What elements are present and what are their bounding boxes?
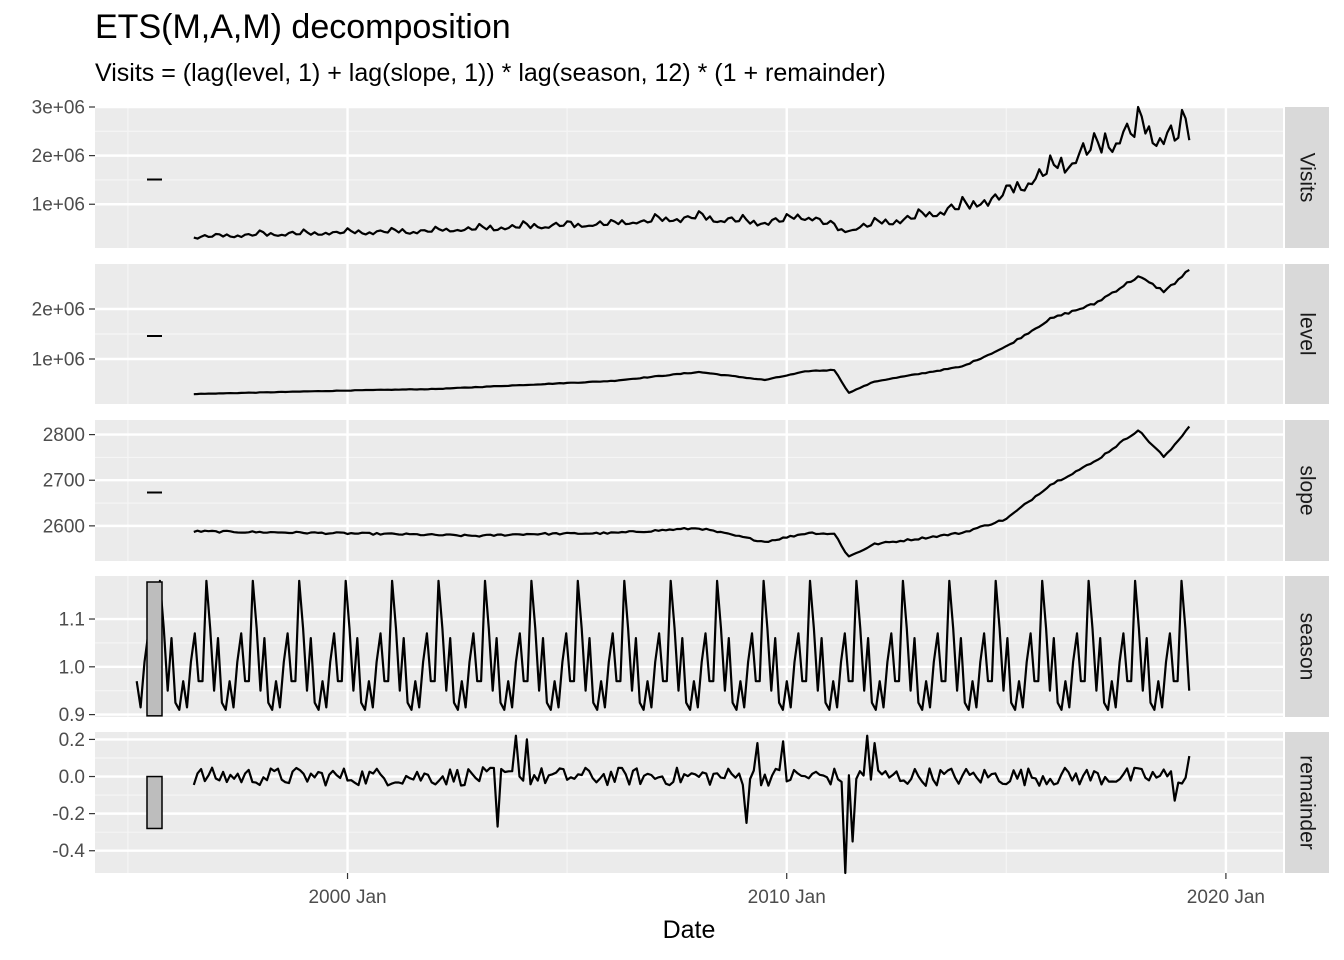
y-tick-label: 2800 <box>43 425 85 446</box>
series-line-Visits <box>193 105 1191 240</box>
strip-label-level: level <box>1296 312 1319 355</box>
y-tick-label: 2e+06 <box>32 300 85 321</box>
facet-remainder: -0.4 -0.2 0.0 0.2 remainder <box>52 730 1329 875</box>
x-axis: 2000 Jan 2010 Jan 2020 Jan <box>308 873 1265 908</box>
y-tick-label: -0.4 <box>52 841 85 862</box>
y-tick-label: 0.9 <box>59 705 85 726</box>
x-tick-label: 2020 Jan <box>1187 887 1265 908</box>
strip-label-slope: slope <box>1296 465 1319 515</box>
y-tick-label: 0.0 <box>59 767 85 788</box>
y-tick-label: 1.0 <box>59 657 85 678</box>
series-line-slope <box>193 425 1191 558</box>
panel-background <box>95 107 1283 248</box>
scale-bar <box>146 775 163 830</box>
chart-title: ETS(M,A,M) decomposition <box>95 8 511 46</box>
x-tick-label: 2010 Jan <box>748 887 826 908</box>
strip-background <box>1285 732 1329 873</box>
strip-background <box>1285 264 1329 404</box>
y-tick-label: 1e+06 <box>32 350 85 371</box>
y-tick-label: 3e+06 <box>32 98 85 119</box>
strip-background <box>1285 576 1329 717</box>
strip-background <box>1285 107 1329 248</box>
facet-Visits: 1e+06 2e+06 3e+06 Visits <box>32 98 1329 248</box>
x-tick-label: 2000 Jan <box>308 887 386 908</box>
strip-label-season: season <box>1296 613 1319 681</box>
y-tick-label: -0.2 <box>52 804 85 825</box>
panel-background <box>95 732 1283 873</box>
y-tick-label: 2700 <box>43 471 85 492</box>
y-tick-label: 1e+06 <box>32 195 85 216</box>
panel-background <box>95 420 1283 561</box>
facet-level: 1e+06 2e+06 level <box>32 264 1329 404</box>
facet-season: 0.9 1.0 1.1 season <box>59 576 1329 726</box>
scale-bar <box>146 581 163 717</box>
y-tick-label: 1.1 <box>59 610 85 631</box>
x-axis-title: Date <box>663 916 716 944</box>
series-line-season <box>135 579 1191 711</box>
strip-label-remainder: remainder <box>1296 755 1319 850</box>
facet-slope: 2600 2700 2800 slope <box>43 420 1329 561</box>
strip-label-Visits: Visits <box>1296 153 1319 203</box>
y-tick-label: 2600 <box>43 516 85 537</box>
strip-background <box>1285 420 1329 561</box>
series-line-remainder <box>192 734 1191 875</box>
y-tick-label: 0.2 <box>59 730 85 751</box>
chart-subtitle: Visits = (lag(level, 1) + lag(slope, 1))… <box>95 59 886 87</box>
y-tick-label: 2e+06 <box>32 146 85 167</box>
series-line-level <box>193 268 1190 396</box>
